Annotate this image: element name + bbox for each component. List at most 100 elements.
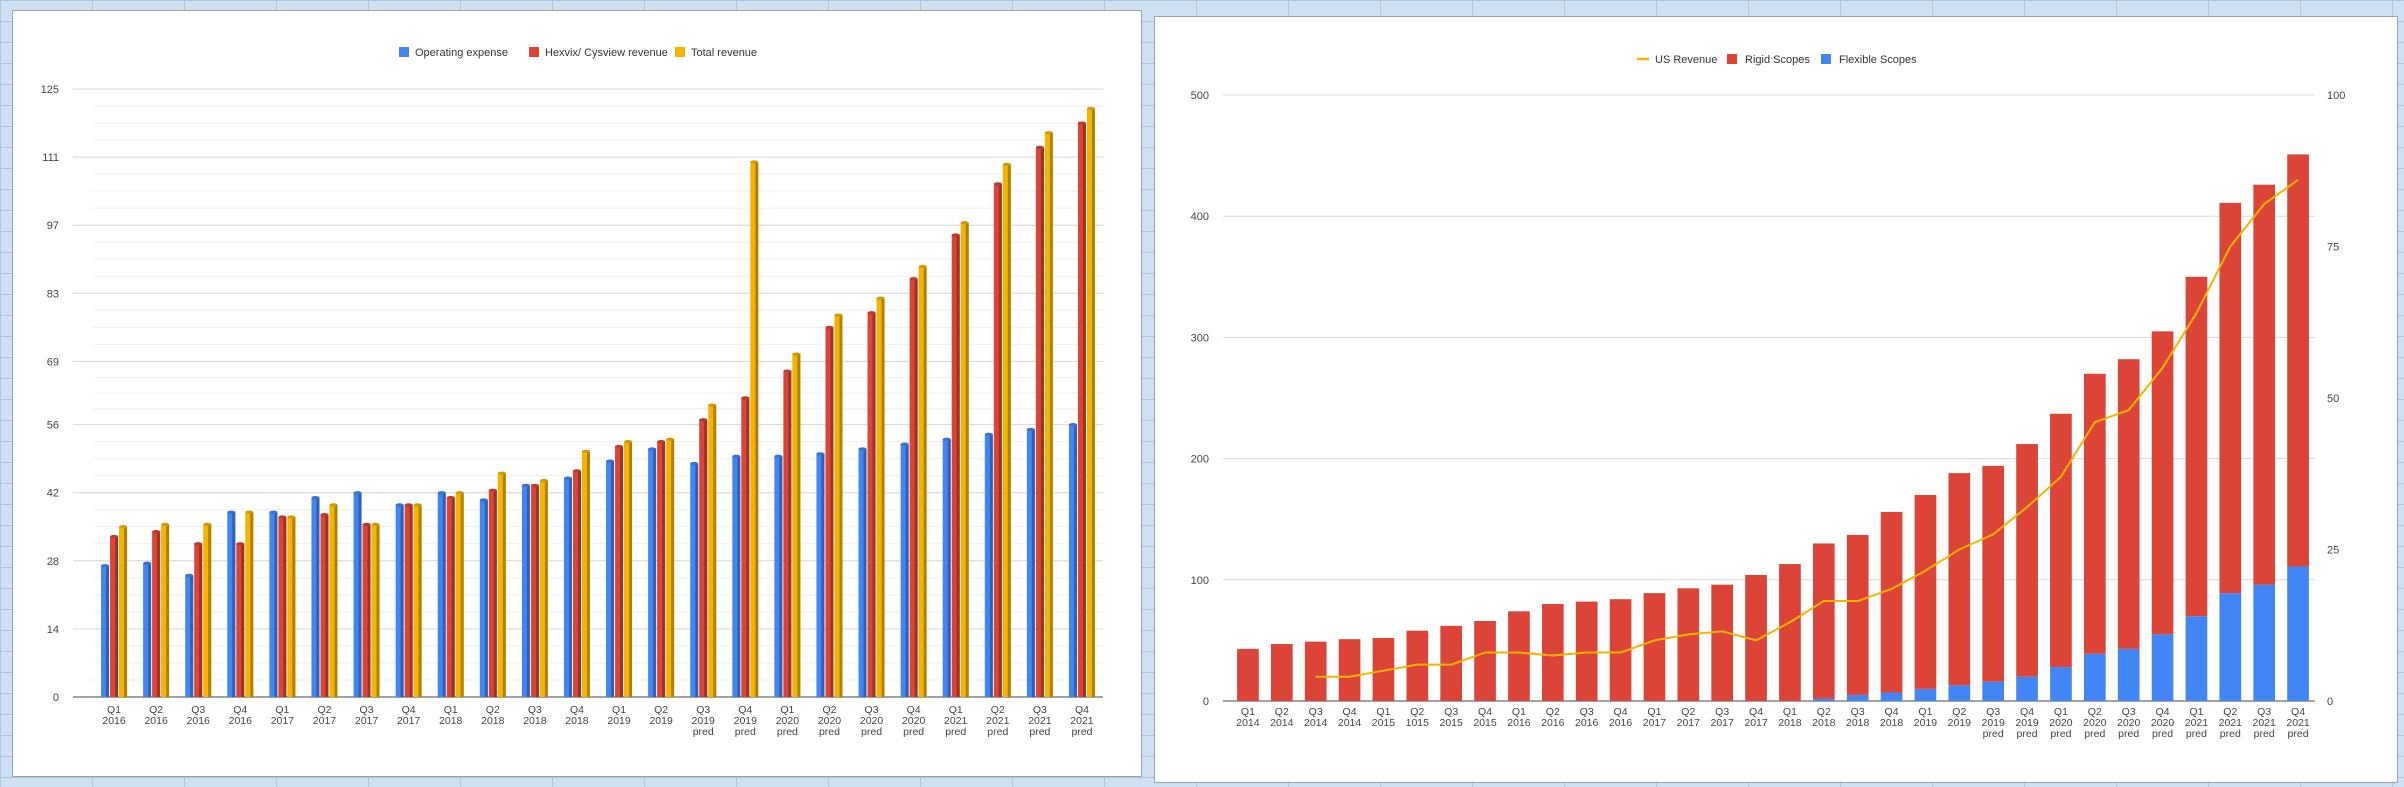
- x-tick-label: 2019: [734, 715, 758, 727]
- bar-shade: [1007, 164, 1011, 698]
- bar-shade: [662, 441, 666, 697]
- bar-cap: [101, 564, 110, 568]
- bar-shade: [493, 490, 497, 697]
- legend-label: Total revenue: [691, 47, 757, 59]
- bar-cap: [960, 221, 969, 225]
- x-tick-label: Q3: [1309, 706, 1323, 718]
- x-tick-label: 1015: [1406, 717, 1430, 729]
- bar-cap: [825, 325, 834, 329]
- bar-rigid-scopes: [2185, 276, 2208, 617]
- bar-rigid-scopes: [1914, 494, 1937, 689]
- bar-shade: [1049, 132, 1053, 697]
- x-tick-label: pred: [861, 726, 882, 738]
- y-tick-label: 97: [47, 220, 59, 232]
- bar-cap: [657, 440, 666, 444]
- bar-shade: [629, 441, 633, 697]
- bar-cap: [404, 503, 413, 507]
- bar-cap: [1077, 121, 1086, 125]
- bar-total-revenue: [329, 504, 338, 697]
- x-tick-label: 2017: [313, 715, 337, 727]
- bar-cap: [572, 469, 581, 473]
- bar-operating-expense: [353, 492, 362, 697]
- bar-hexvix-revenue: [993, 183, 1002, 697]
- bar-flexible-scopes: [1880, 692, 1903, 701]
- bar-shade: [1082, 123, 1086, 698]
- x-tick-label: Q1: [1918, 706, 1932, 718]
- bar-total-revenue: [708, 405, 717, 697]
- bar-shade: [400, 504, 404, 697]
- x-tick-label: Q4: [402, 704, 416, 716]
- y-tick-label: 111: [42, 152, 59, 164]
- bar-cap: [521, 483, 530, 488]
- x-tick-label: 2018: [565, 715, 589, 727]
- bar-total-revenue: [876, 298, 885, 697]
- bar-cap: [278, 515, 287, 519]
- y-tick-label: 14: [47, 624, 59, 636]
- bar-cap: [320, 513, 329, 517]
- bar-shade: [199, 543, 203, 697]
- bar-shade: [460, 492, 464, 697]
- x-tick-label: 2019: [2015, 717, 2039, 729]
- legend-label: Operating expense: [415, 47, 508, 59]
- x-tick-label: Q3: [1580, 706, 1594, 718]
- y-tick-label: 28: [47, 556, 59, 568]
- bar-flexible-scopes: [2219, 593, 2242, 701]
- x-tick-label: 2018: [1880, 717, 1904, 729]
- bar-cap: [750, 160, 759, 164]
- bar-cap: [581, 449, 590, 453]
- bar-cap: [741, 396, 750, 400]
- bar-hexvix-revenue: [362, 524, 371, 697]
- y2-tick-label: 25: [2327, 545, 2339, 557]
- bar-shade: [241, 543, 245, 697]
- bar-rigid-scopes: [1237, 648, 1259, 701]
- bar-cap: [648, 447, 657, 451]
- bar-cap: [1035, 145, 1044, 149]
- y-tick-label: 83: [47, 288, 59, 300]
- bar-operating-expense: [942, 439, 951, 697]
- bar-cap: [858, 447, 867, 451]
- bar-rigid-scopes: [1304, 641, 1327, 701]
- x-tick-label: Q2: [2223, 706, 2237, 718]
- bar-cap: [413, 503, 422, 507]
- bar-cap: [497, 471, 506, 475]
- bar-shade: [148, 563, 152, 697]
- bar-shade: [671, 439, 675, 697]
- bar-cap: [185, 573, 194, 578]
- bar-cap: [353, 491, 362, 495]
- bar-operating-expense: [984, 434, 993, 697]
- x-tick-label: 2016: [187, 715, 211, 727]
- bar-rigid-scopes: [1982, 465, 2005, 682]
- bar-cap: [194, 542, 203, 546]
- bar-cap: [699, 418, 708, 422]
- x-tick-label: 2016: [1609, 717, 1633, 729]
- x-tick-label: Q2: [486, 704, 500, 716]
- bar-total-revenue: [792, 354, 801, 697]
- bar-shade: [442, 492, 446, 697]
- x-tick-label: Q2: [1546, 706, 1560, 718]
- chart-panel-revenue-expense: 0 14 28 42 56 69 83 97 111 125 Operating expense He…: [12, 10, 1142, 777]
- bar-flexible-scopes: [1982, 681, 2005, 701]
- x-tick-label: 2019: [1982, 717, 2006, 729]
- bar-flexible-scopes: [2016, 676, 2038, 701]
- bar-rigid-scopes: [1677, 588, 1700, 701]
- legend-swatch: [675, 47, 685, 57]
- x-tick-label: pred: [1983, 728, 2004, 740]
- x-tick-label: 2017: [271, 715, 295, 727]
- y-tick-label: 125: [41, 84, 59, 96]
- bar-shade: [620, 446, 624, 697]
- bar-hexvix-revenue: [615, 446, 624, 697]
- bar-shade: [713, 405, 717, 697]
- x-tick-label: Q1: [107, 704, 121, 716]
- x-tick-label: Q4: [1885, 706, 1899, 718]
- bar-rigid-scopes: [1745, 574, 1767, 701]
- bar-operating-expense: [606, 461, 615, 697]
- x-tick-label: 2019: [1914, 717, 1938, 729]
- bar-cap: [446, 495, 455, 500]
- bar-shade: [830, 327, 834, 697]
- x-tick-label: Q4: [2156, 706, 2170, 718]
- x-tick-label: Q4: [2291, 706, 2305, 718]
- y-tick-label: 100: [1191, 575, 1209, 587]
- bar-cap: [119, 525, 128, 529]
- bar-total-revenue: [539, 480, 548, 697]
- bar-shade: [586, 451, 590, 697]
